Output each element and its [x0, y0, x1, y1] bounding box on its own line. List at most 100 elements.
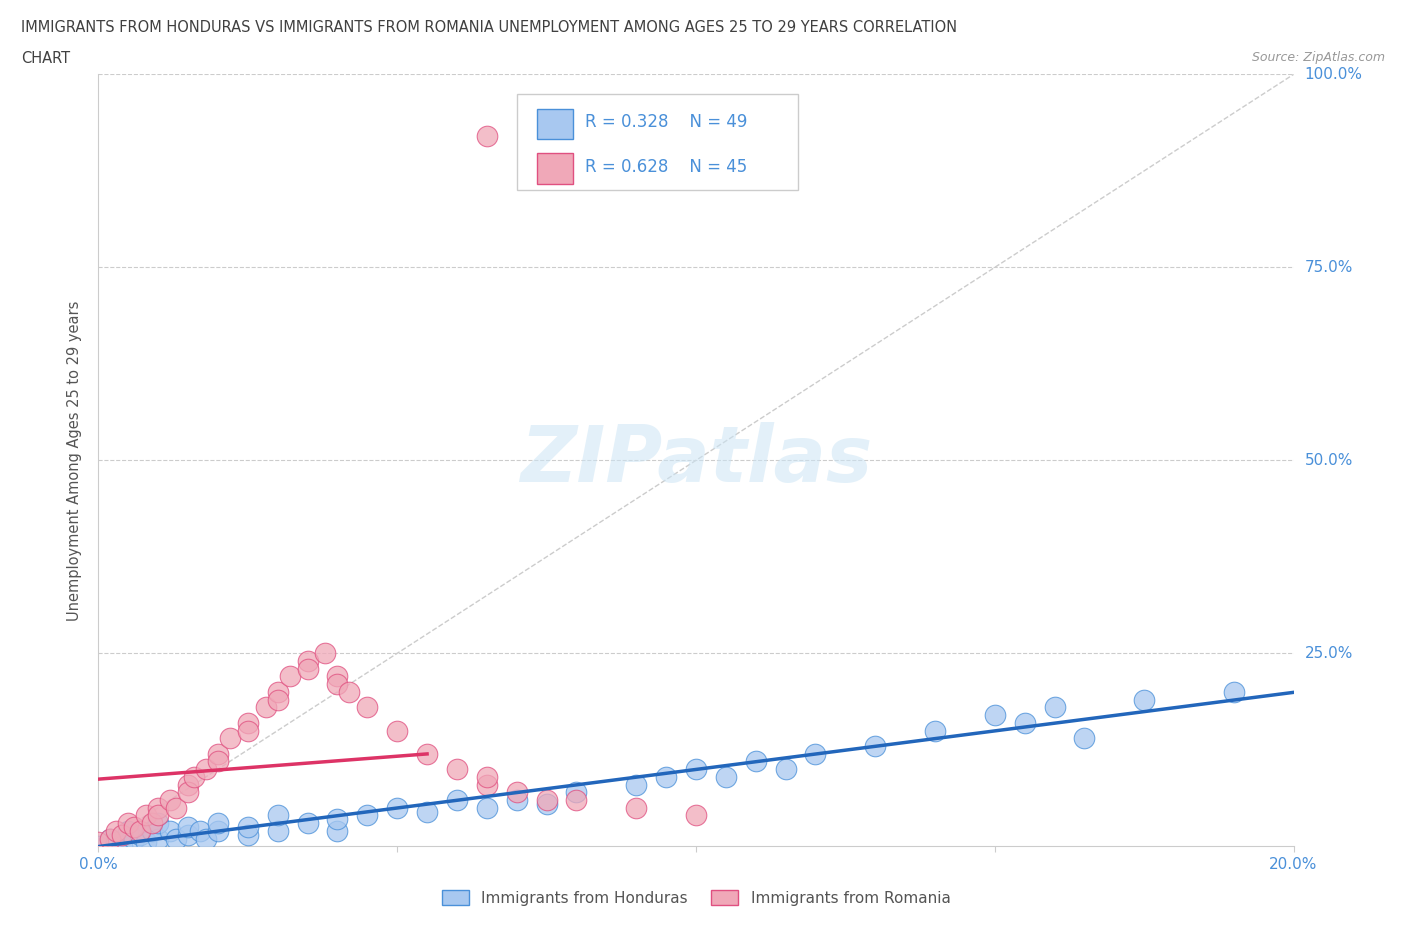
- Point: [129, 828, 152, 843]
- Point: [236, 819, 259, 834]
- Point: [135, 835, 157, 850]
- Point: [87, 839, 110, 854]
- Point: [565, 792, 588, 807]
- Point: [536, 796, 558, 811]
- Point: [165, 800, 187, 815]
- Point: [105, 835, 128, 850]
- Point: [183, 769, 205, 784]
- Point: [177, 819, 200, 834]
- Point: [475, 128, 498, 143]
- Point: [236, 828, 259, 843]
- Point: [416, 746, 439, 761]
- Point: [1043, 700, 1066, 715]
- Point: [278, 669, 301, 684]
- Point: [165, 831, 187, 846]
- Point: [207, 816, 229, 830]
- Point: [446, 792, 468, 807]
- Point: [87, 835, 110, 850]
- Point: [236, 715, 259, 730]
- Point: [326, 677, 349, 692]
- Point: [177, 828, 200, 843]
- Point: [685, 762, 707, 777]
- Point: [219, 731, 242, 746]
- Point: [194, 762, 218, 777]
- Point: [267, 692, 290, 707]
- Point: [148, 831, 170, 846]
- Point: [111, 828, 134, 843]
- Text: Source: ZipAtlas.com: Source: ZipAtlas.com: [1251, 51, 1385, 64]
- Text: IMMIGRANTS FROM HONDURAS VS IMMIGRANTS FROM ROMANIA UNEMPLOYMENT AMONG AGES 25 T: IMMIGRANTS FROM HONDURAS VS IMMIGRANTS F…: [21, 20, 957, 35]
- Point: [865, 738, 887, 753]
- Point: [983, 708, 1005, 723]
- Y-axis label: Unemployment Among Ages 25 to 29 years: Unemployment Among Ages 25 to 29 years: [67, 300, 83, 620]
- Text: 25.0%: 25.0%: [1305, 645, 1353, 661]
- Point: [267, 808, 290, 823]
- Point: [177, 777, 200, 792]
- Point: [1014, 715, 1036, 730]
- Point: [326, 812, 349, 827]
- Point: [117, 816, 139, 830]
- Point: [159, 792, 181, 807]
- Point: [475, 777, 498, 792]
- Text: CHART: CHART: [21, 51, 70, 66]
- Point: [207, 823, 229, 838]
- Point: [124, 831, 146, 846]
- Text: 75.0%: 75.0%: [1305, 259, 1353, 275]
- Text: R = 0.628    N = 45: R = 0.628 N = 45: [585, 158, 747, 176]
- Point: [385, 724, 409, 738]
- Point: [326, 669, 349, 684]
- Point: [624, 800, 647, 815]
- Text: ZIPatlas: ZIPatlas: [520, 422, 872, 498]
- Point: [129, 823, 152, 838]
- Point: [416, 804, 439, 819]
- Bar: [537, 153, 572, 184]
- FancyBboxPatch shape: [517, 94, 797, 191]
- Point: [141, 823, 163, 838]
- Point: [1073, 731, 1095, 746]
- Point: [177, 785, 200, 800]
- Bar: [537, 109, 572, 140]
- Point: [236, 724, 259, 738]
- Point: [297, 661, 319, 676]
- Point: [1133, 692, 1156, 707]
- Text: R = 0.328    N = 49: R = 0.328 N = 49: [585, 113, 747, 131]
- Point: [148, 808, 170, 823]
- Point: [135, 808, 157, 823]
- Point: [254, 700, 277, 715]
- Point: [475, 800, 498, 815]
- Point: [506, 785, 529, 800]
- Point: [506, 792, 529, 807]
- Point: [98, 831, 122, 846]
- Point: [141, 816, 163, 830]
- Point: [148, 800, 170, 815]
- Point: [111, 839, 134, 854]
- Point: [297, 816, 319, 830]
- Point: [475, 769, 498, 784]
- Point: [655, 769, 678, 784]
- Point: [1223, 684, 1246, 699]
- Point: [267, 823, 290, 838]
- Point: [446, 762, 468, 777]
- Point: [159, 823, 181, 838]
- Point: [326, 823, 349, 838]
- Point: [356, 700, 378, 715]
- Point: [117, 823, 139, 838]
- Point: [124, 819, 146, 834]
- Point: [775, 762, 797, 777]
- Point: [297, 654, 319, 669]
- Text: 100.0%: 100.0%: [1305, 67, 1362, 82]
- Point: [804, 746, 827, 761]
- Point: [624, 128, 647, 143]
- Point: [194, 831, 218, 846]
- Point: [624, 777, 647, 792]
- Point: [565, 785, 588, 800]
- Point: [745, 754, 768, 769]
- Point: [315, 646, 337, 661]
- Text: 50.0%: 50.0%: [1305, 453, 1353, 468]
- Point: [207, 754, 229, 769]
- Point: [267, 684, 290, 699]
- Point: [339, 684, 360, 699]
- Point: [148, 816, 170, 830]
- Point: [536, 792, 558, 807]
- Point: [924, 724, 946, 738]
